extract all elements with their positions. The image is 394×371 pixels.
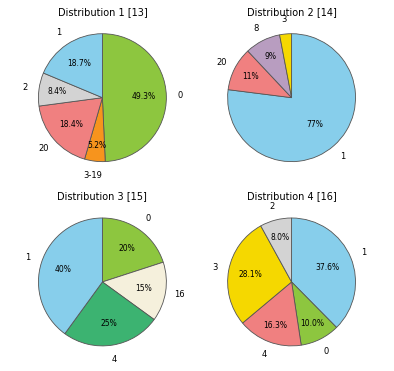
Text: 77%: 77% [307,119,323,129]
Title: Distribution 3 [15]: Distribution 3 [15] [58,191,147,201]
Wedge shape [228,34,355,162]
Text: 3-19: 3-19 [84,171,102,180]
Text: 20: 20 [38,144,48,153]
Wedge shape [292,218,355,328]
Wedge shape [243,282,301,346]
Wedge shape [228,51,292,98]
Title: Distribution 2 [14]: Distribution 2 [14] [247,7,336,17]
Text: 1: 1 [361,248,366,257]
Wedge shape [248,35,292,98]
Text: 0: 0 [324,347,329,356]
Wedge shape [280,34,292,98]
Wedge shape [39,73,102,106]
Text: 4: 4 [112,355,117,364]
Title: Distribution 1 [13]: Distribution 1 [13] [58,7,147,17]
Wedge shape [102,34,166,161]
Wedge shape [102,218,163,282]
Text: 28.1%: 28.1% [239,270,263,279]
Wedge shape [39,218,102,334]
Text: 20: 20 [217,58,227,67]
Text: 3: 3 [212,263,217,272]
Text: 2: 2 [22,83,28,92]
Wedge shape [65,282,154,346]
Text: 2: 2 [269,202,275,211]
Wedge shape [102,262,166,319]
Text: 37.6%: 37.6% [315,263,339,272]
Text: 16: 16 [174,290,185,299]
Wedge shape [39,98,102,159]
Wedge shape [292,282,336,345]
Text: 16.3%: 16.3% [263,321,287,329]
Text: 1: 1 [340,152,346,161]
Text: 8.4%: 8.4% [47,87,66,96]
Wedge shape [85,98,105,162]
Text: 1: 1 [26,253,31,262]
Text: 20%: 20% [119,244,135,253]
Text: 8.0%: 8.0% [271,233,290,242]
Text: 15%: 15% [135,284,152,293]
Text: 49.3%: 49.3% [132,92,156,101]
Text: 18.7%: 18.7% [67,59,91,68]
Text: 40%: 40% [54,265,71,273]
Title: Distribution 4 [16]: Distribution 4 [16] [247,191,336,201]
Text: 4: 4 [261,351,267,359]
Text: 18.4%: 18.4% [59,120,83,129]
Wedge shape [43,34,102,98]
Text: 5.2%: 5.2% [87,141,106,150]
Text: 10.0%: 10.0% [300,319,324,328]
Text: 25%: 25% [100,319,117,328]
Text: 0: 0 [178,92,183,101]
Text: 1: 1 [56,28,62,37]
Text: 0: 0 [146,214,151,223]
Text: 9%: 9% [265,52,277,61]
Wedge shape [261,218,292,282]
Text: 8: 8 [253,24,259,33]
Text: 11%: 11% [242,72,259,81]
Wedge shape [228,226,292,323]
Text: 3: 3 [282,16,287,24]
